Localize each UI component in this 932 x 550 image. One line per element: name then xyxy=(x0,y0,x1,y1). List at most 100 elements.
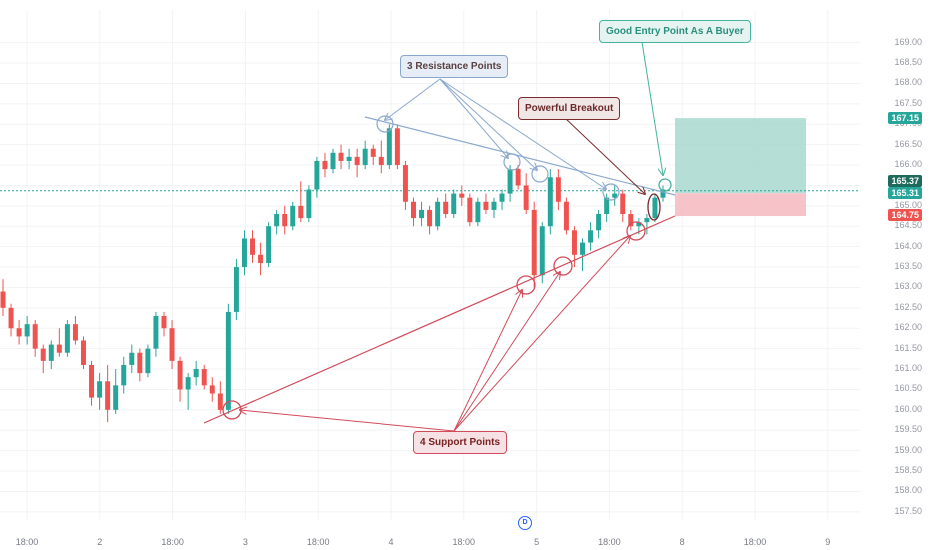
resistance-callout[interactable]: 3 Resistance Points xyxy=(400,55,509,78)
candle xyxy=(330,148,336,174)
candle xyxy=(660,185,666,202)
candle-body xyxy=(362,148,368,166)
x-tick-label: 18:00 xyxy=(743,537,767,547)
y-tick-label: 164.50 xyxy=(894,220,922,231)
candle-body xyxy=(604,197,610,214)
dividend-marker[interactable]: D xyxy=(518,516,532,530)
candle xyxy=(620,189,626,223)
candle xyxy=(24,316,30,345)
entry-arrow xyxy=(641,41,663,175)
resistance-arrow xyxy=(439,78,508,158)
loss-zone xyxy=(675,193,806,217)
candle xyxy=(499,189,505,210)
candle xyxy=(547,169,553,235)
y-tick-label: 168.00 xyxy=(894,77,922,88)
candle-body xyxy=(483,201,489,210)
candle-body xyxy=(56,344,62,353)
candle xyxy=(612,185,618,206)
candle xyxy=(644,214,650,235)
breakout-ellipse xyxy=(647,193,661,221)
candle xyxy=(459,185,465,206)
candle xyxy=(523,173,529,214)
resistance-point-circle xyxy=(531,165,549,183)
y-tick-label: 167.50 xyxy=(894,97,922,108)
candle-body xyxy=(129,352,135,365)
candle-body xyxy=(394,128,400,166)
candle xyxy=(467,193,473,227)
candle xyxy=(419,201,425,227)
candle xyxy=(40,344,46,374)
y-tick-label: 169.00 xyxy=(894,36,922,47)
candle xyxy=(193,360,199,386)
candle xyxy=(32,320,38,357)
drawings xyxy=(203,41,676,432)
candle xyxy=(346,148,352,170)
candle xyxy=(233,258,239,321)
support-callout[interactable]: 4 Support Points xyxy=(413,431,507,454)
candle xyxy=(177,356,183,402)
support-point-circle xyxy=(626,221,646,241)
x-tick-label: 9 xyxy=(825,537,831,547)
candle xyxy=(105,364,111,423)
candle-body xyxy=(644,218,650,223)
candle xyxy=(354,148,360,178)
candle-body xyxy=(547,177,553,227)
candle-body xyxy=(354,156,360,166)
candle-body xyxy=(121,364,127,386)
grid xyxy=(0,10,860,520)
candle xyxy=(80,336,86,370)
x-tick-label: 18:00 xyxy=(161,537,184,547)
support-point-circle xyxy=(516,275,536,295)
candle xyxy=(451,189,457,219)
entry-callout[interactable]: Good Entry Point As A Buyer xyxy=(599,20,751,43)
candle xyxy=(531,201,537,288)
candle xyxy=(97,373,103,410)
candle xyxy=(217,381,223,414)
candle-body xyxy=(435,201,441,227)
candle-body xyxy=(612,193,618,198)
stop-price-tag: 164.75 xyxy=(888,209,922,221)
candle-body xyxy=(282,214,288,227)
candle-body xyxy=(596,214,602,231)
profit-zone xyxy=(675,118,806,194)
x-tick-label: 3 xyxy=(242,537,248,547)
candle-body xyxy=(64,324,70,353)
candle-body xyxy=(555,177,561,202)
candle-body xyxy=(201,369,207,386)
x-tick-label: 18:00 xyxy=(452,537,476,547)
resistance-arrow xyxy=(439,78,606,189)
candle-body xyxy=(491,201,497,210)
candle-body xyxy=(0,291,6,308)
candle-body xyxy=(233,267,239,312)
breakout-callout[interactable]: Powerful Breakout xyxy=(518,97,621,120)
candle-body xyxy=(346,156,352,161)
candle-body xyxy=(161,316,167,329)
candle-body xyxy=(652,197,658,219)
candle xyxy=(491,197,497,219)
candle-body xyxy=(193,369,199,378)
target-price-tag: 167.15 xyxy=(888,112,922,124)
y-tick-label: 157.50 xyxy=(894,505,922,516)
candle-body xyxy=(419,209,425,219)
candle-body xyxy=(80,340,86,365)
candle xyxy=(580,238,586,272)
y-tick-label: 161.00 xyxy=(894,363,922,374)
candle-body xyxy=(660,189,666,198)
x-tick-label: 18:00 xyxy=(306,537,330,547)
resistance-point-circle xyxy=(602,183,620,201)
candle xyxy=(185,373,191,410)
candle-body xyxy=(427,209,433,227)
candle-body xyxy=(177,360,183,390)
candle xyxy=(370,144,376,166)
candle-body xyxy=(274,214,280,227)
candle-body xyxy=(402,165,408,202)
candle-body xyxy=(169,328,175,361)
candle-body xyxy=(8,307,14,329)
candle xyxy=(435,197,441,231)
candle-body xyxy=(475,201,481,223)
x-tick-label: 5 xyxy=(534,537,540,547)
candle xyxy=(169,320,175,370)
candle-body xyxy=(72,324,78,341)
candle-body xyxy=(443,201,449,214)
